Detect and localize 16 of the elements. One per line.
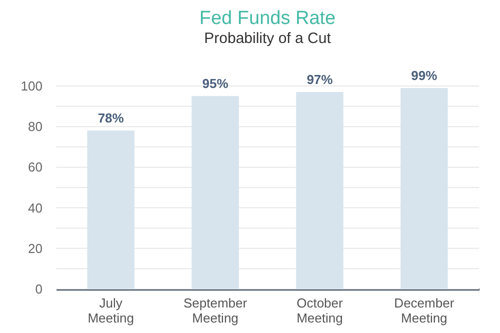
y-tick-label: 40 xyxy=(28,200,42,216)
y-tick-label: 0 xyxy=(35,282,42,296)
y-tick-label: 80 xyxy=(28,119,42,134)
x-tick-label: July Meeting xyxy=(88,296,134,326)
x-tick-label: October Meeting xyxy=(296,296,344,326)
x-tick-label: September Meeting xyxy=(183,296,248,326)
y-tick-label: 60 xyxy=(28,160,42,175)
y-tick-label: 100 xyxy=(20,78,42,94)
y-tick-label: 20 xyxy=(28,240,42,256)
x-tick-label: December Meeting xyxy=(394,296,455,326)
chart-subtitle: Probability of a Cut xyxy=(204,30,332,48)
data-label: 97% xyxy=(306,72,334,88)
data-label: 99% xyxy=(411,68,438,84)
chart-title: Fed Funds Rate xyxy=(199,8,336,30)
data-label: 95% xyxy=(202,76,229,92)
data-label: 78% xyxy=(98,110,124,126)
